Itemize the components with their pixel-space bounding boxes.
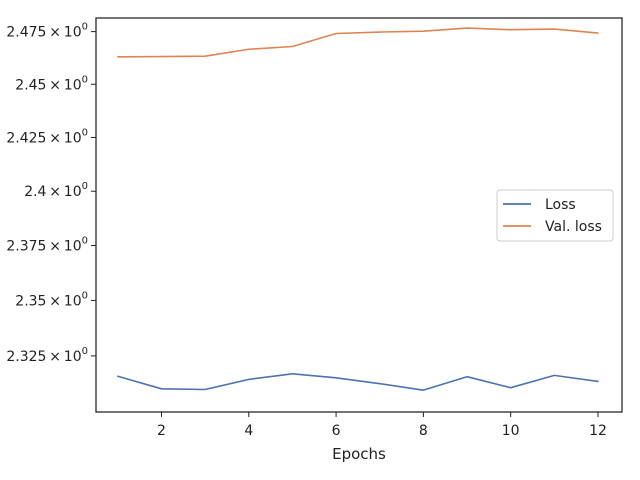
legend-box	[496, 189, 614, 242]
y-tick-base: 10	[64, 77, 82, 93]
y-tick-base: 10	[64, 239, 82, 255]
y-tick-label: 2.4 × 100	[24, 181, 88, 200]
y-tick-label: 2.475 × 100	[6, 22, 88, 41]
y-tick-mantissa: 2.475	[6, 25, 46, 41]
y-tick-mantissa: 2.325	[6, 349, 46, 365]
y-tick-mantissa: 2.375	[6, 239, 46, 255]
plot-frame	[95, 17, 623, 413]
x-tick-label: 2	[157, 423, 166, 439]
legend: Loss Val. loss	[496, 189, 614, 242]
legend-label-val-loss: Val. loss	[545, 219, 602, 235]
x-tick-label: 10	[502, 423, 520, 439]
y-tick-mantissa: 2.35	[15, 293, 46, 309]
y-tick-base: 10	[64, 130, 82, 146]
y-tick-exponent: 0	[82, 236, 88, 247]
series-line-val-loss	[117, 27, 599, 58]
x-axis: 2 4 6 8 10 12	[157, 412, 607, 439]
y-tick-base: 10	[64, 293, 82, 309]
y-tick-label: 2.425 × 100	[6, 127, 88, 146]
y-tick-times: ×	[46, 130, 63, 146]
y-tick-times: ×	[46, 349, 63, 365]
y-tick-times: ×	[46, 184, 63, 200]
x-axis-label: Epochs	[332, 445, 386, 463]
y-tick-exponent: 0	[82, 346, 88, 357]
plot-area	[117, 27, 599, 391]
y-tick-label: 2.325 × 100	[6, 346, 88, 365]
series-line-loss	[117, 373, 599, 391]
y-tick-label: 2.375 × 100	[6, 236, 88, 255]
y-tick-times: ×	[46, 77, 63, 93]
x-tick-label: 12	[589, 423, 607, 439]
y-tick-mantissa: 2.425	[6, 130, 46, 146]
y-tick-mantissa: 2.45	[15, 77, 46, 93]
x-tick-label: 8	[419, 423, 428, 439]
y-tick-exponent: 0	[82, 181, 88, 192]
y-tick-base: 10	[64, 184, 82, 200]
x-tick-label: 6	[332, 423, 341, 439]
y-tick-base: 10	[64, 349, 82, 365]
x-tick-label: 4	[244, 423, 253, 439]
y-tick-label: 2.45 × 100	[15, 74, 88, 93]
y-tick-exponent: 0	[82, 127, 88, 138]
y-tick-times: ×	[46, 239, 63, 255]
y-tick-exponent: 0	[82, 74, 88, 85]
y-tick-times: ×	[46, 25, 63, 41]
y-tick-exponent: 0	[82, 290, 88, 301]
y-tick-base: 10	[64, 25, 82, 41]
y-tick-label: 2.35 × 100	[15, 290, 88, 309]
y-tick-exponent: 0	[82, 22, 88, 33]
y-tick-times: ×	[46, 293, 63, 309]
y-tick-mantissa: 2.4	[24, 184, 46, 200]
legend-label-loss: Loss	[545, 197, 576, 213]
